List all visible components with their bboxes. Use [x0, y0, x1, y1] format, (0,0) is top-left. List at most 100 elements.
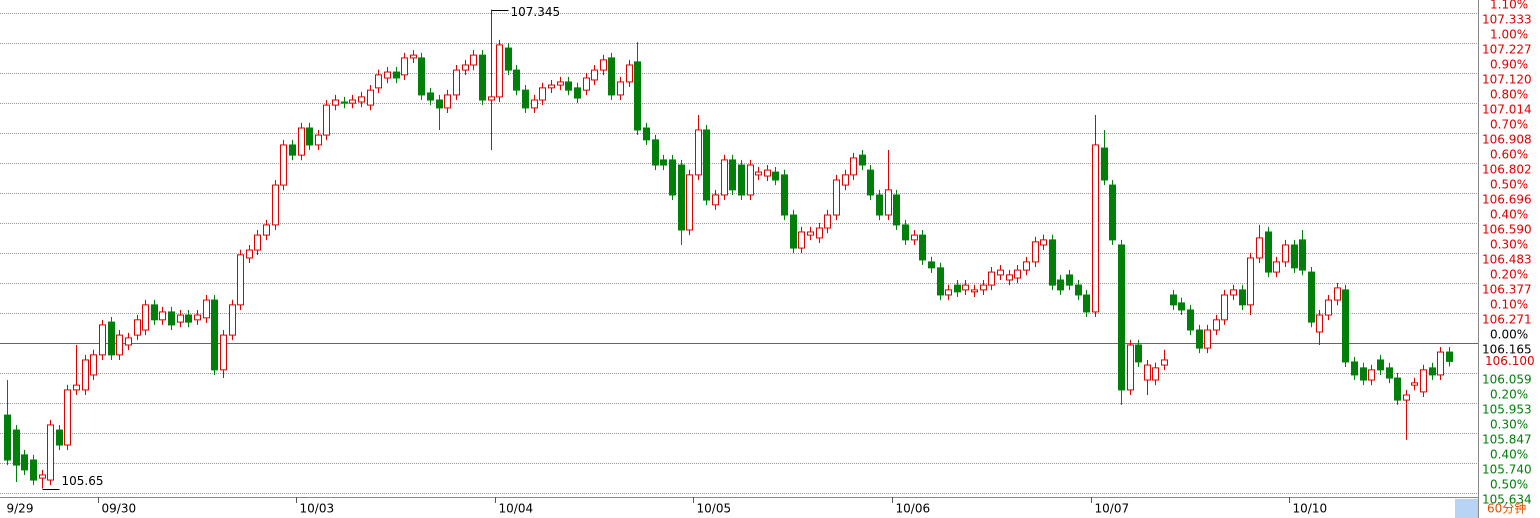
candle-body	[1118, 244, 1125, 391]
candle-body	[531, 99, 538, 109]
y-tick-label: 106.590	[1482, 222, 1532, 236]
candle-body	[660, 159, 667, 166]
candle-body	[1204, 329, 1211, 349]
y-tick-label: 107.120	[1482, 73, 1532, 87]
candle-body	[997, 269, 1004, 276]
candle-body	[1170, 294, 1177, 306]
candle-body	[453, 69, 460, 96]
y2-tick-label: 0.10%	[1490, 298, 1528, 312]
candle-body	[876, 194, 883, 216]
candle-body	[548, 84, 555, 89]
y2-tick-label: 0.80%	[1490, 87, 1528, 101]
candle-body	[1273, 261, 1280, 273]
candle-body	[418, 57, 425, 96]
candle-body	[911, 234, 918, 241]
candle-body	[833, 179, 840, 216]
candle-body	[1040, 239, 1047, 246]
candle-body	[1247, 257, 1254, 306]
candle-body	[781, 174, 788, 216]
candle-body	[583, 77, 590, 91]
candle-body	[470, 54, 477, 66]
candle-body	[194, 314, 201, 321]
candle-body	[99, 324, 106, 356]
candle-body	[1101, 147, 1108, 181]
candle-body	[652, 139, 659, 166]
candle-body	[315, 134, 322, 146]
y-tick-label: 105.740	[1482, 463, 1532, 477]
candle-body	[410, 54, 417, 59]
y-tick-label: 106.377	[1482, 283, 1532, 297]
candle-body	[790, 214, 797, 249]
candle-body	[842, 174, 849, 186]
candle-body	[479, 54, 486, 101]
candle-body	[893, 194, 900, 226]
y-tick-label: 106.696	[1482, 192, 1532, 206]
candle-body	[755, 171, 762, 176]
candle-body	[867, 169, 874, 196]
candle-body	[1334, 287, 1341, 301]
candle-body	[850, 157, 857, 176]
candle-body	[1014, 269, 1021, 279]
y2-tick-label: 1.00%	[1490, 27, 1528, 41]
candle-body	[807, 231, 814, 236]
candle-body	[47, 424, 54, 481]
candle-body	[1109, 184, 1116, 241]
candle-body	[323, 104, 330, 136]
candle-body	[1394, 377, 1401, 401]
candle-body	[427, 92, 434, 101]
candle-body	[496, 44, 503, 98]
candle-body	[1239, 289, 1246, 306]
x-tick-label: 10/10	[1293, 502, 1328, 516]
candle-body	[626, 64, 633, 83]
y2-tick-label: 0.90%	[1490, 57, 1528, 71]
y-tick-label: 106.165	[1482, 343, 1532, 357]
candle-body	[393, 71, 400, 79]
candle-body	[1368, 369, 1375, 381]
candle-body	[220, 334, 227, 371]
y2-tick-label: 0.50%	[1490, 478, 1528, 492]
candle-body	[1152, 367, 1159, 381]
period-label[interactable]: 60分钟	[1487, 501, 1526, 516]
candle-body	[229, 304, 236, 336]
candle-body	[1437, 351, 1444, 376]
candle-body	[1256, 237, 1263, 259]
candle-body	[678, 164, 685, 231]
candle-body	[1291, 244, 1298, 269]
candle-body	[798, 231, 805, 249]
x-tick-label: 10/06	[896, 502, 931, 516]
y-tick-label: 106.271	[1482, 313, 1532, 327]
candle-body	[185, 314, 192, 323]
candle-body	[945, 289, 952, 296]
candle-body	[125, 337, 132, 346]
candle-body	[1420, 369, 1427, 393]
candle-body	[1187, 309, 1194, 331]
candle-body	[56, 429, 63, 446]
candle-body	[1308, 271, 1315, 323]
y-tick-label: 105.953	[1482, 402, 1532, 416]
candle-body	[1066, 274, 1073, 286]
candle-body	[1032, 241, 1039, 263]
y2-tick-label: 0.60%	[1490, 147, 1528, 161]
candle-body	[1083, 294, 1090, 313]
candle-body	[1360, 367, 1367, 381]
y-tick-label: 106.059	[1482, 372, 1532, 386]
candle-body	[82, 359, 89, 391]
candle-body	[557, 81, 564, 86]
candle-body	[1429, 367, 1436, 376]
x-tick-label: 10/07	[1095, 502, 1130, 516]
candle-body	[686, 174, 693, 231]
candle-body	[824, 214, 831, 229]
candle-body	[1377, 359, 1384, 371]
candle-body	[643, 127, 650, 141]
candle-body	[980, 284, 987, 291]
candle-body	[703, 129, 710, 201]
candle-body	[73, 384, 80, 391]
candle-body	[444, 94, 451, 109]
candle-body	[1049, 239, 1056, 286]
candle-body	[608, 57, 615, 96]
period-tab[interactable]	[1455, 499, 1478, 518]
candle-body	[1446, 351, 1453, 362]
